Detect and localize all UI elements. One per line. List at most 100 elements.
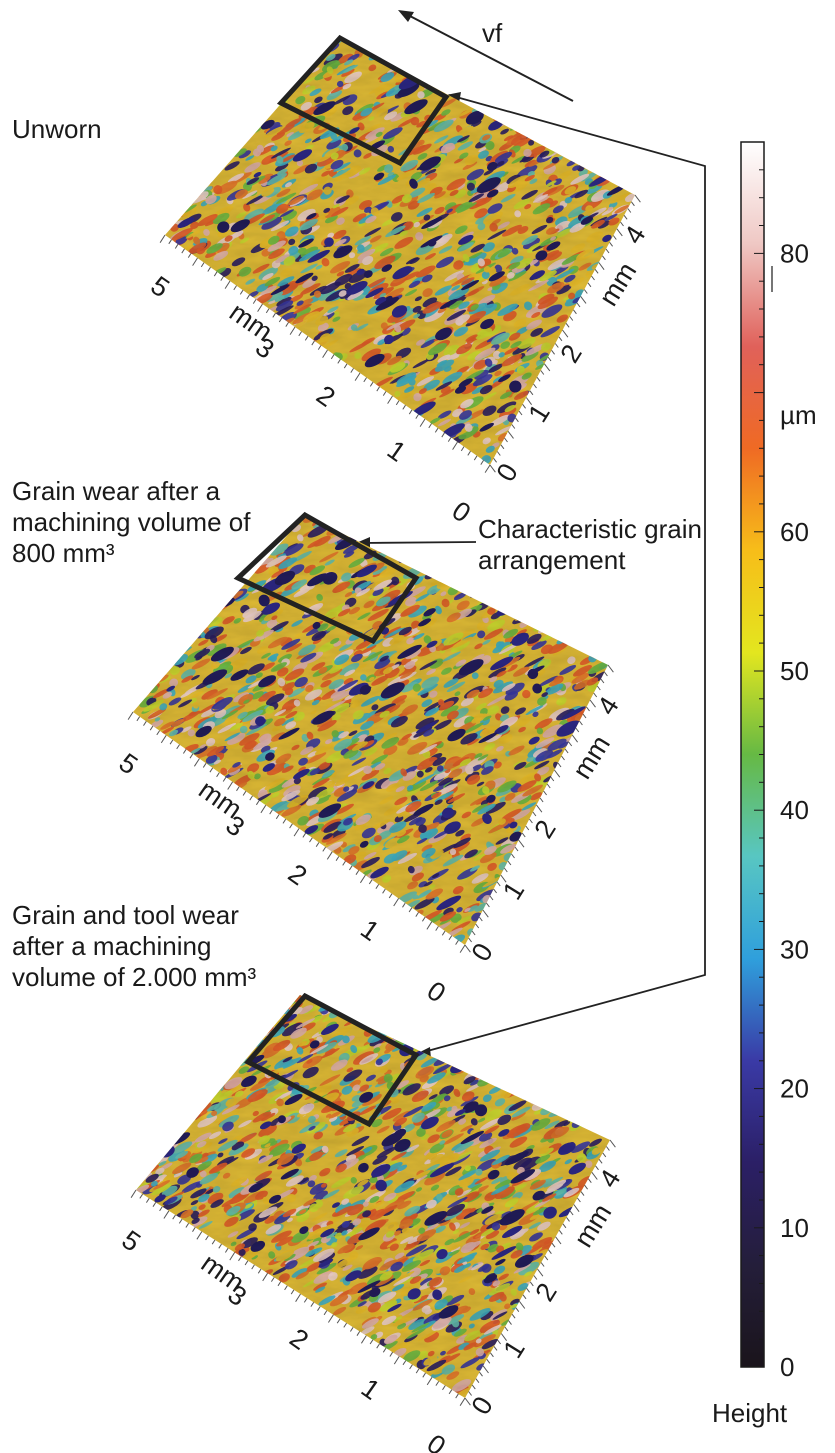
grain-mark (318, 515, 330, 519)
grain-mark (284, 37, 303, 49)
grain-mark (335, 500, 345, 511)
grain-mark (408, 1016, 428, 1030)
grain-mark (196, 584, 213, 596)
axis-tick (382, 888, 386, 894)
axis-tick (521, 832, 526, 838)
grain-mark (433, 556, 442, 562)
axis-tick (605, 248, 610, 254)
axis-tick (533, 383, 537, 389)
axis-tick (595, 1165, 599, 1171)
axis-tick (421, 916, 426, 922)
connector-line (419, 94, 706, 1054)
grain-mark (289, 967, 311, 983)
axis-tick (604, 671, 608, 677)
axis-tick (238, 1256, 242, 1262)
grain-mark (194, 604, 210, 614)
grain-mark (275, 11, 298, 26)
axis-tick (537, 1268, 544, 1277)
grain-mark (239, 527, 256, 538)
axis-tick (343, 363, 348, 369)
grain-mark (352, 7, 369, 21)
axis-tick (270, 1277, 275, 1282)
axis-tick (496, 451, 501, 456)
grain-mark (363, 526, 385, 539)
grain-mark (234, 1036, 256, 1050)
grain-mark (181, 1095, 199, 1106)
grain-mark (301, 4, 309, 10)
grain-mark (255, 961, 279, 979)
grain-mark (370, 14, 383, 24)
grain-mark (406, 530, 414, 539)
axis-tick (540, 370, 545, 375)
grain-mark (262, 957, 271, 964)
grain-mark (474, 582, 482, 590)
grain-mark (254, 963, 270, 976)
grain-mark (211, 138, 233, 150)
axis-tick (415, 1368, 420, 1374)
colorbar-tick-label: 30 (780, 934, 809, 964)
axis-tick (489, 1352, 494, 1358)
axis-tick (227, 781, 234, 790)
grain-mark (254, 481, 274, 497)
axis-tick (350, 368, 354, 373)
grain-mark (339, 479, 354, 491)
grain-mark (314, 981, 335, 996)
grain-mark (250, 87, 268, 100)
axis-tick (260, 804, 267, 814)
axis-tick (573, 309, 577, 315)
axis-tick (435, 1381, 440, 1386)
grain-mark (160, 634, 180, 645)
axis-tick (525, 825, 530, 831)
grain-mark (295, 29, 307, 39)
grain-mark (393, 37, 406, 39)
grain-mark (198, 1082, 219, 1094)
grain-mark (273, 70, 290, 82)
grain-mark (276, 69, 298, 81)
grain-mark (220, 1062, 232, 1070)
axis-tick (607, 664, 614, 673)
grain-mark (307, 465, 325, 477)
grain-mark (475, 92, 487, 100)
grain-mark (217, 548, 229, 556)
grain-mark (449, 558, 466, 571)
axis-tick (627, 208, 632, 213)
axis-tick (493, 888, 498, 894)
axis-tick (500, 1333, 508, 1341)
axis-tick (382, 391, 387, 396)
grain-mark (189, 1082, 210, 1095)
pore-mark (323, 515, 339, 517)
grain-mark (278, 978, 293, 990)
grain-mark (292, 44, 300, 51)
grain-mark (217, 598, 225, 607)
axis-tick (251, 1264, 255, 1270)
grain-mark (568, 148, 580, 157)
axis-tick (540, 1262, 545, 1267)
grain-mark (313, 14, 332, 28)
grain-mark (247, 535, 267, 547)
grain-mark (465, 573, 482, 584)
axis-tick (149, 725, 154, 731)
grain-mark (340, 972, 353, 982)
colorbar-tick-label: 40 (780, 795, 809, 825)
grain-mark (504, 1076, 520, 1088)
axis-tick (475, 1378, 480, 1383)
grain-mark (281, 50, 289, 56)
grain-mark (307, 28, 317, 37)
grain-mark (261, 88, 282, 101)
axis-tick (447, 437, 452, 442)
colorbar-unit: µm (780, 400, 817, 430)
axis-tick (452, 441, 458, 450)
pore-mark (441, 558, 453, 567)
grain-mark (353, 515, 364, 516)
pore-mark (267, 448, 287, 461)
grain-mark (467, 77, 483, 89)
grain-mark (207, 1068, 222, 1077)
grain-mark (295, 941, 311, 953)
grain-mark (322, 0, 339, 2)
axis-tick (159, 234, 166, 243)
grain-mark (296, 983, 306, 992)
grain-mark (443, 80, 457, 89)
grain-mark (196, 1085, 205, 1093)
x-tick-label: 2 (283, 858, 313, 891)
